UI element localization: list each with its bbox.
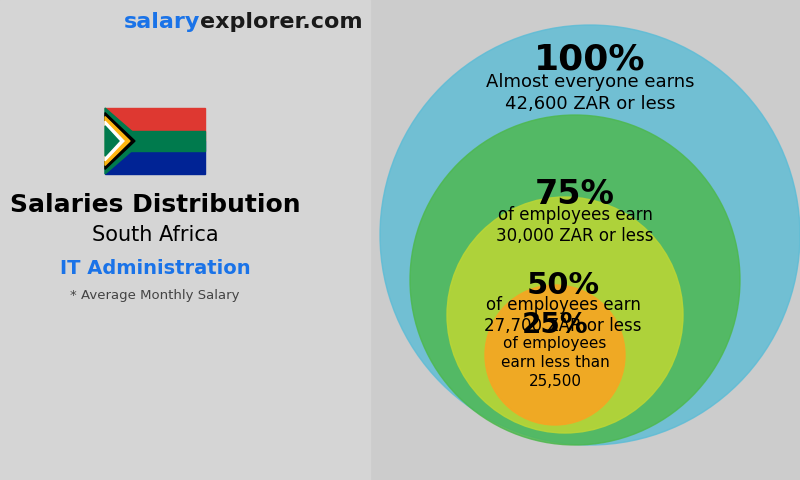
Bar	[0, 0, 370, 480]
Text: of employees: of employees	[503, 336, 606, 351]
Text: * Average Monthly Salary: * Average Monthly Salary	[70, 288, 240, 301]
Text: of employees earn: of employees earn	[486, 296, 641, 314]
Text: salary: salary	[124, 12, 200, 32]
Bar	[105, 141, 205, 174]
Text: 100%: 100%	[534, 43, 646, 77]
Text: 25,500: 25,500	[529, 373, 582, 389]
Text: IT Administration: IT Administration	[60, 259, 250, 277]
Ellipse shape	[410, 115, 740, 445]
Text: 27,700 ZAR or less: 27,700 ZAR or less	[484, 317, 642, 335]
Text: earn less than: earn less than	[501, 355, 610, 370]
Text: 25%: 25%	[522, 311, 588, 339]
Bar	[105, 131, 205, 151]
Ellipse shape	[485, 285, 625, 425]
Ellipse shape	[447, 197, 683, 433]
Polygon shape	[105, 126, 119, 156]
Polygon shape	[105, 108, 143, 174]
Polygon shape	[105, 117, 130, 166]
Text: South Africa: South Africa	[92, 225, 218, 245]
Text: of employees earn: of employees earn	[498, 206, 653, 224]
Text: 30,000 ZAR or less: 30,000 ZAR or less	[496, 227, 654, 245]
Text: Salaries Distribution: Salaries Distribution	[10, 193, 300, 217]
Text: 42,600 ZAR or less: 42,600 ZAR or less	[505, 95, 675, 113]
Text: explorer.com: explorer.com	[200, 12, 362, 32]
Polygon shape	[105, 121, 124, 161]
Text: 50%: 50%	[526, 271, 599, 300]
Bar	[105, 108, 205, 141]
Text: Almost everyone earns: Almost everyone earns	[486, 73, 694, 91]
Polygon shape	[105, 113, 135, 169]
Text: 75%: 75%	[535, 179, 615, 212]
Ellipse shape	[380, 25, 800, 445]
